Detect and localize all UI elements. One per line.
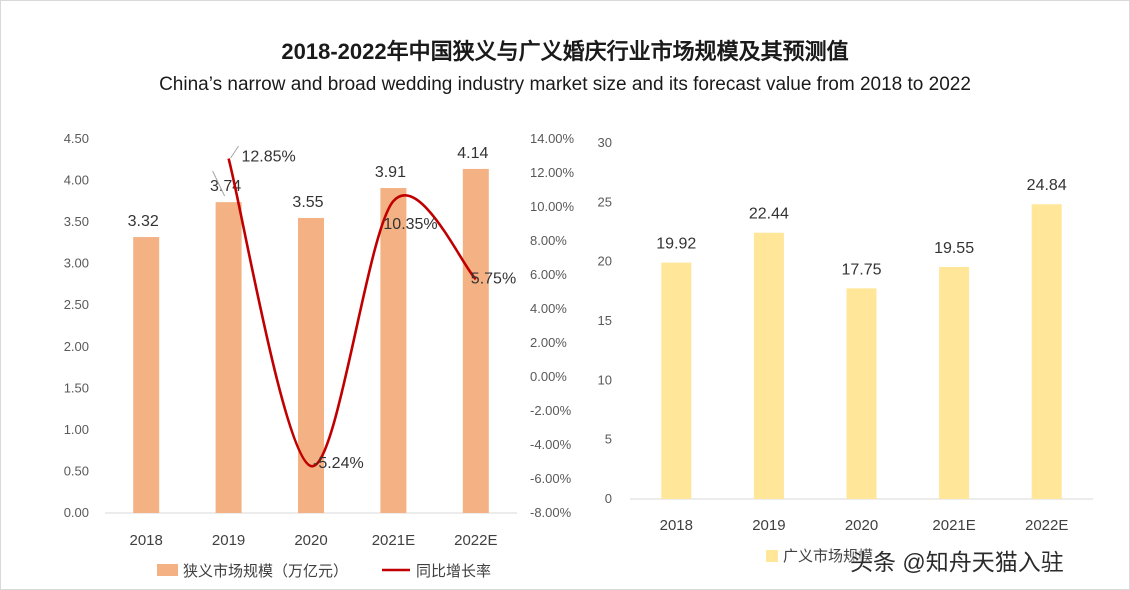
watermark: 头条 @知舟天猫入驻 [850, 549, 1064, 575]
x-category-label: 2022E [454, 532, 497, 549]
right-y-tick-label: 8.00% [530, 233, 567, 248]
broad-market-bar [753, 232, 784, 499]
left-y-tick-label: 0.50 [64, 463, 89, 478]
right-y-tick-label: 0.00% [530, 369, 567, 384]
right-y-tick-label: -6.00% [530, 471, 572, 486]
y-tick-label: 30 [598, 135, 612, 150]
x-category-label: 2019 [212, 532, 245, 549]
bar-label-leader-line [212, 170, 226, 197]
narrow-market-chart: 0.00 0.50 1.00 1.50 2.00 2.50 3.00 3.50 4.00 4.50… [64, 131, 575, 580]
x-category-label: 2021E [372, 532, 415, 549]
right-y-tick-label: 4.00% [530, 301, 567, 316]
y-tick-label: 25 [598, 194, 612, 209]
legend-label-broad: 广义市场规模 [783, 548, 873, 565]
x-category-label: 2020 [294, 532, 327, 549]
left-y-tick-label: 2.50 [64, 297, 89, 312]
chart-subtitle: China’s narrow and broad wedding industr… [159, 74, 971, 95]
growth-data-label: -5.24% [313, 455, 364, 472]
legend-swatch-broad-bar [766, 550, 778, 562]
left-y-tick-label: 1.50 [64, 380, 89, 395]
narrow-market-bar [298, 217, 324, 513]
growth-data-label: 12.85% [241, 149, 295, 166]
narrow-market-bar [462, 168, 489, 514]
y-tick-label: 0 [605, 491, 612, 506]
narrow-market-bar [380, 188, 407, 513]
left-y-tick-label: 1.00 [64, 422, 89, 437]
chart-title: 2018-2022年中国狭义与广义婚庆行业市场规模及其预测值 [281, 39, 849, 64]
right-y-tick-label: 14.00% [530, 131, 575, 146]
bar-data-label: 19.92 [656, 236, 696, 253]
bar-data-label: 3.55 [292, 194, 323, 211]
y-tick-label: 10 [598, 372, 612, 387]
x-category-label: 2022E [1025, 517, 1068, 534]
x-category-label: 2018 [660, 517, 693, 534]
narrow-market-bar [215, 202, 242, 514]
right-y-tick-label: -8.00% [530, 505, 572, 520]
left-y-tick-label: 3.00 [64, 256, 89, 271]
y-tick-label: 5 [605, 432, 612, 447]
y-tick-label: 15 [598, 313, 612, 328]
bar-data-label: 4.14 [457, 145, 488, 162]
x-category-label: 2020 [845, 517, 878, 534]
left-y-tick-label: 4.00 [64, 173, 89, 188]
broad-market-bar [846, 288, 877, 499]
broad-market-bar [1031, 204, 1062, 499]
bar-data-label: 3.91 [375, 164, 406, 181]
broad-market-bar [939, 267, 970, 499]
right-y-tick-label: -4.00% [530, 437, 572, 452]
bar-data-label: 19.55 [934, 240, 974, 257]
right-y-tick-label: 12.00% [530, 165, 575, 180]
narrow-market-bar [133, 237, 160, 513]
growth-label-leader-line [230, 145, 240, 159]
left-y-tick-label: 0.00 [64, 505, 89, 520]
left-y-tick-label: 3.50 [64, 214, 89, 229]
bar-data-label: 24.84 [1027, 177, 1067, 194]
growth-data-label: 10.35% [383, 216, 437, 233]
growth-rate-line [227, 158, 477, 468]
right-y-tick-label: -2.00% [530, 403, 572, 418]
legend-swatch-narrow-bar [157, 564, 178, 576]
x-category-label: 2021E [932, 517, 975, 534]
y-tick-label: 20 [598, 254, 612, 269]
right-y-tick-label: 10.00% [530, 199, 575, 214]
bar-data-label: 22.44 [749, 206, 789, 223]
left-y-tick-label: 4.50 [64, 131, 89, 146]
bar-data-label: 17.75 [841, 261, 881, 278]
broad-market-bar [661, 262, 692, 499]
left-y-tick-label: 2.00 [64, 339, 89, 354]
legend-label-growth: 同比增长率 [416, 563, 491, 580]
growth-data-label: 5.75% [471, 270, 516, 287]
legend-label-narrow: 狭义市场规模（万亿元） [183, 563, 348, 580]
broad-market-chart: 0 5 10 15 20 25 30 19.92 2018 22.44 2019 17.75 2020 1… [598, 135, 1093, 565]
bar-data-label: 3.32 [128, 213, 159, 230]
x-category-label: 2019 [752, 517, 785, 534]
x-category-label: 2018 [130, 532, 163, 549]
right-y-tick-label: 2.00% [530, 335, 567, 350]
right-y-tick-label: 6.00% [530, 267, 567, 282]
